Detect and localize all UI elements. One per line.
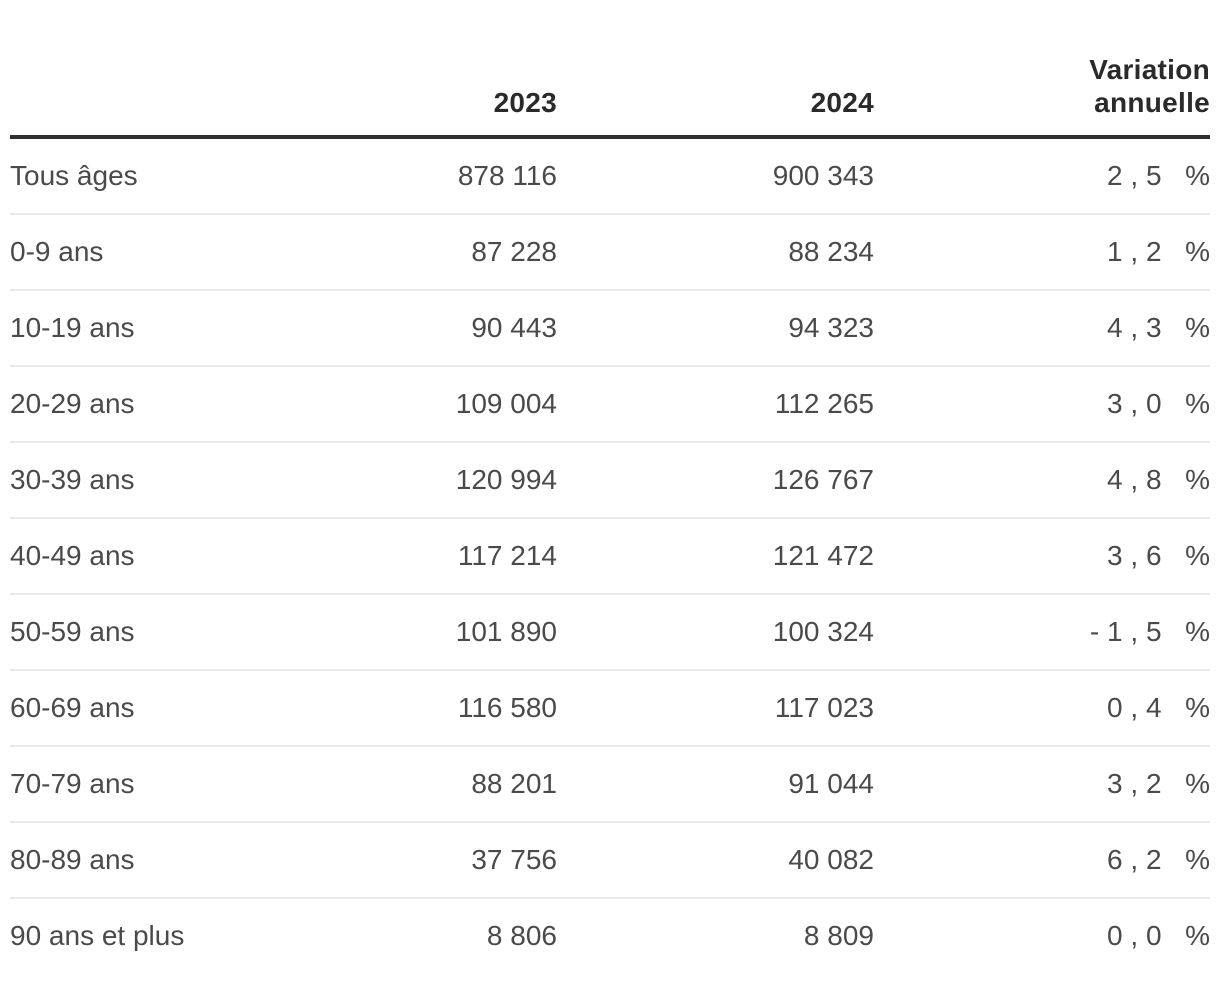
table-row: 70-79 ans 88 201 91 044 3,2 % [10,746,1210,822]
value-2024: 112 265 [774,388,874,419]
value-2024: 40 082 [788,844,874,875]
value-2023: 101 890 [455,616,557,647]
value-variation: 0,0 % [874,898,1210,973]
variation-text: 0,0 % [1107,920,1218,951]
variation-text: 2,5 % [1107,160,1218,191]
row-label: 90 ans et plus [10,920,185,951]
value-2023: 90 443 [471,312,557,343]
row-label: 80-89 ans [10,844,135,875]
value-variation: 2,5 % [874,137,1210,214]
header-variation-line2: annuelle [1094,86,1210,118]
value-2023: 878 116 [457,160,557,191]
table-row: 80-89 ans 37 756 40 082 6,2 % [10,822,1210,898]
table-row: 40-49 ans 117 214 121 472 3,6 % [10,518,1210,594]
row-label: 20-29 ans [10,388,135,419]
value-variation: 3,0 % [874,366,1210,442]
row-label: 40-49 ans [10,540,135,571]
variation-text: 3,2 % [1107,768,1218,799]
value-variation: -1,5 % [874,594,1210,670]
header-cell-2024: 2024 [810,86,874,118]
value-2024: 100 324 [772,616,874,647]
row-label: Tous âges [10,160,138,191]
variation-text: 6,2 % [1107,844,1218,875]
value-2024: 94 323 [788,312,874,343]
header-cell-empty [10,0,357,137]
value-2023: 37 756 [471,844,557,875]
row-label: 70-79 ans [10,768,135,799]
header-variation-line1: Variation [1089,53,1210,85]
value-2023: 88 201 [471,768,557,799]
variation-text: 4,8 % [1107,464,1218,495]
table-body: Tous âges 878 116 900 343 2,5 % 0-9 ans … [10,137,1210,973]
variation-text: -1,5 % [1089,616,1218,647]
value-variation: 3,2 % [874,746,1210,822]
table-row: 60-69 ans 116 580 117 023 0,4 % [10,670,1210,746]
value-2023: 8 806 [486,920,557,951]
value-2024: 91 044 [788,768,874,799]
variation-text: 3,0 % [1107,388,1218,419]
header-cell-variation: Variation annuelle [874,0,1210,137]
table-row: Tous âges 878 116 900 343 2,5 % [10,137,1210,214]
row-label: 0-9 ans [10,236,104,267]
value-variation: 6,2 % [874,822,1210,898]
value-2023: 109 004 [455,388,557,419]
value-2024: 8 809 [803,920,874,951]
value-2023: 117 214 [457,540,557,571]
row-label: 10-19 ans [10,312,135,343]
value-variation: 4,3 % [874,290,1210,366]
variation-text: 4,3 % [1107,312,1218,343]
value-variation: 3,6 % [874,518,1210,594]
value-2024: 117 023 [774,692,874,723]
value-2024: 88 234 [788,236,874,267]
table-row: 50-59 ans 101 890 100 324 -1,5 % [10,594,1210,670]
value-variation: 4,8 % [874,442,1210,518]
header-row: 2023 2024 Variation annuelle [10,0,1210,137]
variation-text: 3,6 % [1107,540,1218,571]
row-label: 50-59 ans [10,616,135,647]
table-row: 0-9 ans 87 228 88 234 1,2 % [10,214,1210,290]
table-row: 10-19 ans 90 443 94 323 4,3 % [10,290,1210,366]
table-header: 2023 2024 Variation annuelle [10,0,1210,137]
row-label: 30-39 ans [10,464,135,495]
value-2023: 120 994 [455,464,557,495]
row-label: 60-69 ans [10,692,135,723]
value-2024: 900 343 [772,160,874,191]
value-variation: 0,4 % [874,670,1210,746]
value-2023: 87 228 [471,236,557,267]
variation-text: 1,2 % [1107,236,1218,267]
table-row: 90 ans et plus 8 806 8 809 0,0 % [10,898,1210,973]
value-variation: 1,2 % [874,214,1210,290]
value-2023: 116 580 [457,692,557,723]
header-cell-2023: 2023 [493,86,557,118]
value-2024: 126 767 [772,464,874,495]
variation-text: 0,4 % [1107,692,1218,723]
age-statistics-table: 2023 2024 Variation annuelle Tous âges 8… [10,0,1210,973]
value-2024: 121 472 [772,540,874,571]
table-row: 20-29 ans 109 004 112 265 3,0 % [10,366,1210,442]
table-row: 30-39 ans 120 994 126 767 4,8 % [10,442,1210,518]
